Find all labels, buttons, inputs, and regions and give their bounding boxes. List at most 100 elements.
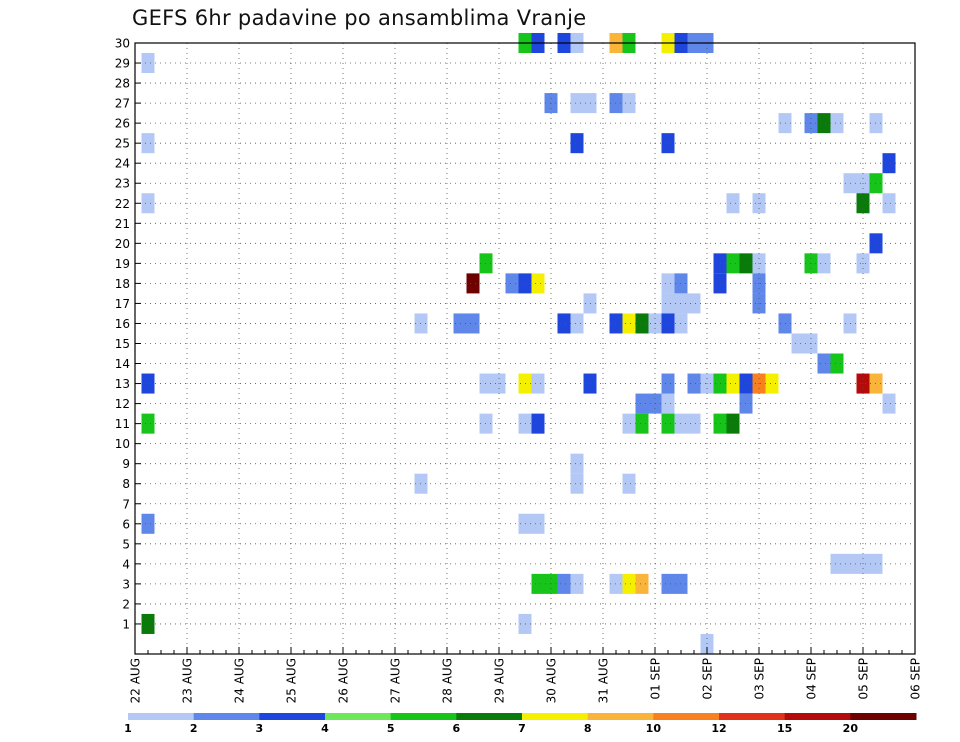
data-cell <box>531 513 545 534</box>
data-cell <box>830 553 844 574</box>
colorbar-swatch <box>390 713 457 720</box>
x-tick-label: 25 AUG <box>285 658 299 703</box>
data-cell <box>570 313 584 334</box>
colorbar-label: 20 <box>843 722 859 735</box>
data-cell <box>141 193 155 214</box>
y-tick-label: 16 <box>115 317 130 331</box>
data-cell <box>726 193 740 214</box>
x-tick-label: 03 SEP <box>753 658 767 700</box>
colorbar-label: 4 <box>321 722 329 735</box>
data-cell <box>570 453 584 474</box>
y-tick-label: 29 <box>115 57 130 71</box>
x-tick-label: 05 SEP <box>857 658 871 700</box>
data-cell <box>635 413 649 434</box>
chart-title: GEFS 6hr padavine po ansamblima Vranje <box>132 6 587 30</box>
data-cell <box>726 253 740 274</box>
y-tick-label: 12 <box>115 397 130 411</box>
data-cell <box>635 393 649 414</box>
data-cell <box>622 93 636 114</box>
x-tick-label: 24 AUG <box>233 658 247 703</box>
y-tick-label: 13 <box>115 377 130 391</box>
colorbar-label: 15 <box>777 722 792 735</box>
data-cell <box>882 193 896 214</box>
data-cell <box>635 573 649 594</box>
data-cell <box>661 413 675 434</box>
data-cell <box>570 93 584 114</box>
colorbar-label: 7 <box>518 722 526 735</box>
data-cell <box>531 413 545 434</box>
data-cell <box>661 273 675 294</box>
colorbar-label: 10 <box>646 722 662 735</box>
y-tick-label: 11 <box>115 417 130 431</box>
colorbar-swatch <box>784 713 851 720</box>
y-tick-label: 9 <box>122 457 130 471</box>
colorbar-swatch <box>653 713 720 720</box>
x-tick-label: 31 AUG <box>597 658 611 703</box>
y-tick-label: 6 <box>122 517 130 531</box>
data-cell <box>570 573 584 594</box>
data-cell <box>622 573 636 594</box>
x-tick-label: 28 AUG <box>441 658 455 703</box>
x-tick-label: 01 SEP <box>649 658 663 700</box>
data-cell <box>531 373 545 394</box>
y-tick-label: 8 <box>122 477 130 491</box>
data-cell <box>817 253 831 274</box>
data-cell <box>830 353 844 374</box>
data-cell <box>531 573 545 594</box>
data-cell <box>726 373 740 394</box>
y-tick-label: 18 <box>115 277 130 291</box>
data-cell <box>817 353 831 374</box>
y-tick-label: 7 <box>122 497 130 511</box>
x-tick-label: 04 SEP <box>805 658 819 700</box>
data-cell <box>687 413 701 434</box>
data-cells <box>141 32 896 654</box>
colorbar-swatch <box>587 713 654 720</box>
data-cell <box>661 313 675 334</box>
colorbar-label: 8 <box>584 722 592 735</box>
data-cell <box>791 333 805 354</box>
x-tick-label: 02 SEP <box>701 658 715 700</box>
colorbar-label: 2 <box>190 722 198 735</box>
colorbar-label: 12 <box>711 722 726 735</box>
data-cell <box>661 573 675 594</box>
y-tick-label: 22 <box>115 197 130 211</box>
data-cell <box>661 133 675 154</box>
data-cell <box>882 393 896 414</box>
data-cell <box>466 273 480 294</box>
x-tick-label: 26 AUG <box>337 658 351 703</box>
y-tick-label: 19 <box>115 257 130 271</box>
colorbar: 1 2 3 4 5 6 7 8 10 12 15 20 <box>124 713 917 735</box>
colorbar-label: 5 <box>387 722 395 735</box>
data-cell <box>557 573 571 594</box>
data-cell <box>141 133 155 154</box>
data-cell <box>570 473 584 494</box>
colorbar-swatch <box>522 713 589 720</box>
y-tick-label: 25 <box>115 137 130 151</box>
data-cell <box>661 393 675 414</box>
data-cell <box>505 273 519 294</box>
x-axis: 22 AUG 23 AUG 24 AUG 25 AUG 26 AUG 27 AUG 28 A… <box>129 647 923 703</box>
y-tick-label: 5 <box>122 537 130 551</box>
y-tick-label: 1 <box>122 617 130 631</box>
data-cell <box>141 373 155 394</box>
data-cell <box>830 113 844 134</box>
y-tick-label: 24 <box>115 157 130 171</box>
colorbar-swatch <box>193 713 260 720</box>
data-cell <box>622 313 636 334</box>
x-tick-label: 23 AUG <box>181 658 195 703</box>
y-tick-label: 30 <box>115 37 130 51</box>
data-cell <box>661 373 675 394</box>
y-tick-label: 15 <box>115 337 130 351</box>
x-tick-label: 27 AUG <box>389 658 403 703</box>
colorbar-swatch <box>456 713 523 720</box>
grid-lines <box>135 42 915 654</box>
x-tick-label: 29 AUG <box>493 658 507 703</box>
colorbar-swatch <box>259 713 326 720</box>
data-cell <box>570 133 584 154</box>
y-tick-label: 27 <box>115 97 130 111</box>
x-tick-label: 30 AUG <box>545 658 559 703</box>
y-tick-label: 14 <box>115 357 130 371</box>
data-cell <box>141 413 155 434</box>
data-cell <box>882 153 896 174</box>
